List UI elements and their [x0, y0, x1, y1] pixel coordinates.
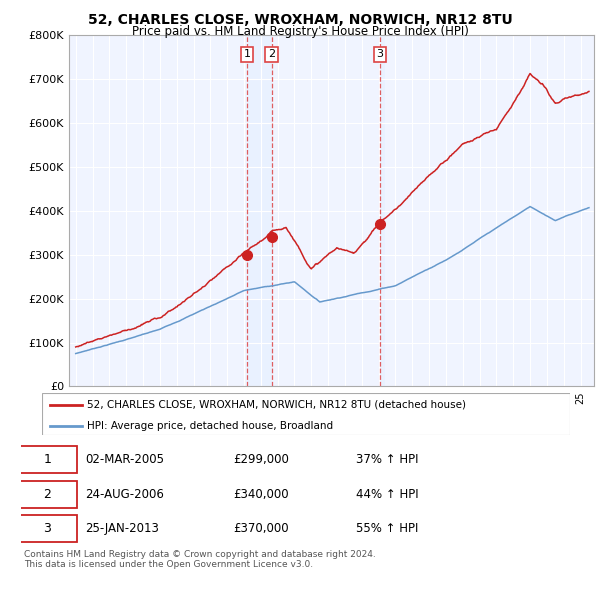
Text: £299,000: £299,000 [233, 453, 289, 466]
Text: 02-MAR-2005: 02-MAR-2005 [85, 453, 164, 466]
Text: 37% ↑ HPI: 37% ↑ HPI [356, 453, 418, 466]
Text: 25-JAN-2013: 25-JAN-2013 [85, 522, 159, 535]
Text: 55% ↑ HPI: 55% ↑ HPI [356, 522, 418, 535]
Text: Contains HM Land Registry data © Crown copyright and database right 2024.
This d: Contains HM Land Registry data © Crown c… [24, 550, 376, 569]
Text: Price paid vs. HM Land Registry's House Price Index (HPI): Price paid vs. HM Land Registry's House … [131, 25, 469, 38]
Text: 2: 2 [44, 487, 52, 501]
Bar [247, 35, 272, 386]
Text: £370,000: £370,000 [233, 522, 289, 535]
Text: 52, CHARLES CLOSE, WROXHAM, NORWICH, NR12 8TU: 52, CHARLES CLOSE, WROXHAM, NORWICH, NR1… [88, 13, 512, 27]
Text: 44% ↑ HPI: 44% ↑ HPI [356, 487, 418, 501]
Text: 52, CHARLES CLOSE, WROXHAM, NORWICH, NR12 8TU (detached house): 52, CHARLES CLOSE, WROXHAM, NORWICH, NR1… [87, 400, 466, 410]
FancyBboxPatch shape [18, 446, 77, 473]
Text: 2: 2 [268, 50, 275, 60]
Text: 3: 3 [44, 522, 52, 535]
Text: 24-AUG-2006: 24-AUG-2006 [85, 487, 164, 501]
Text: 3: 3 [376, 50, 383, 60]
FancyBboxPatch shape [18, 515, 77, 542]
Text: 1: 1 [244, 50, 250, 60]
Text: £340,000: £340,000 [233, 487, 289, 501]
FancyBboxPatch shape [18, 481, 77, 507]
Bar [380, 35, 385, 386]
Text: HPI: Average price, detached house, Broadland: HPI: Average price, detached house, Broa… [87, 421, 333, 431]
Text: 1: 1 [44, 453, 52, 466]
